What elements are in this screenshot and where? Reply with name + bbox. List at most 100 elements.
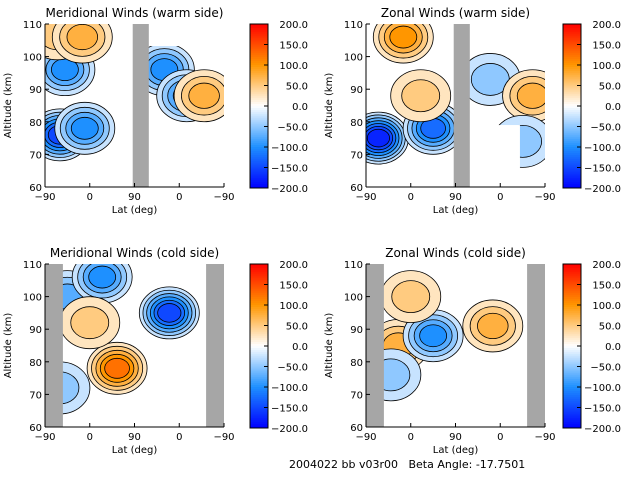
colorbar-segment xyxy=(563,378,581,382)
colorbar-segment xyxy=(563,134,581,138)
x-tick-label: 90 xyxy=(449,192,462,203)
colorbar-segment xyxy=(250,368,268,372)
colorbar-segment xyxy=(250,280,268,283)
colorbar-segment xyxy=(563,364,581,367)
colorbar-segment xyxy=(250,34,268,37)
x-tick-label: 0 xyxy=(497,192,503,203)
colorbar-segment xyxy=(250,401,268,404)
colorbar: 200.0 150.0 100.0 50.0 0.0 −50.0 −100.0 −150.0 −… xyxy=(562,20,621,195)
colorbar-segment xyxy=(563,346,581,349)
colorbar-segment xyxy=(563,333,581,337)
y-tick-label: 60 xyxy=(29,423,42,434)
y-tick-label: 80 xyxy=(350,118,363,129)
colorbar-tick-label: −200.0 xyxy=(271,424,308,435)
colorbar-segment xyxy=(563,77,581,80)
colorbar-segment xyxy=(563,405,581,408)
y-axis-label: Altitude (km) xyxy=(3,313,14,379)
y-tick-label: 70 xyxy=(350,150,363,161)
colorbar-segment xyxy=(250,75,268,78)
colorbar-segment xyxy=(563,34,581,37)
colorbar-segment xyxy=(250,153,268,156)
masked-region xyxy=(206,264,224,427)
colorbar-segment xyxy=(250,130,268,134)
colorbar-segment xyxy=(250,108,268,111)
x-tick-label: 0 xyxy=(87,192,93,203)
colorbar-segment xyxy=(563,46,581,50)
contour-level xyxy=(157,303,182,323)
colorbar-segment xyxy=(250,116,268,119)
y-tick-label: 70 xyxy=(29,150,42,161)
colorbar-segment xyxy=(250,103,268,107)
colorbar-segment xyxy=(250,185,268,189)
colorbar-segment xyxy=(563,83,581,86)
colorbar-segment xyxy=(250,183,268,187)
colorbar-segment xyxy=(250,134,268,138)
chart-panel: Meridional Winds (warm side) 60 70 80 90 100 1… xyxy=(3,6,308,216)
colorbar-segment xyxy=(563,331,581,335)
x-tick-label: −90 xyxy=(34,432,55,443)
no-data-region xyxy=(148,125,199,187)
colorbar-segment xyxy=(250,288,268,292)
colorbar-segment xyxy=(250,360,268,363)
y-tick-label: 60 xyxy=(29,183,42,194)
colorbar-segment xyxy=(250,378,268,382)
colorbar-segment xyxy=(563,181,581,185)
colorbar-segment xyxy=(250,175,268,179)
colorbar-segment xyxy=(250,270,268,273)
masked-region xyxy=(527,264,545,427)
colorbar-tick-label: −50.0 xyxy=(590,123,621,134)
colorbar-segment xyxy=(563,288,581,292)
x-tick-label: 90 xyxy=(449,432,462,443)
colorbar-segment xyxy=(563,294,581,298)
colorbar-segment xyxy=(250,391,268,394)
colorbar-segment xyxy=(250,28,268,31)
colorbar-segment xyxy=(250,331,268,335)
colorbar-segment xyxy=(563,380,581,384)
colorbar-segment xyxy=(250,65,268,68)
colorbar-segment xyxy=(563,286,581,290)
colorbar-segment xyxy=(250,364,268,367)
colorbar-segment xyxy=(250,136,268,140)
colorbar-segment xyxy=(563,85,581,89)
contour-level xyxy=(70,116,99,140)
colorbar-segment xyxy=(563,298,581,302)
colorbar-segment xyxy=(250,321,268,324)
colorbar-tick-label: 150.0 xyxy=(592,41,621,52)
colorbar-segment xyxy=(250,276,268,279)
colorbar-segment xyxy=(250,85,268,89)
colorbar-segment xyxy=(563,307,581,310)
colorbar-segment xyxy=(563,376,581,380)
colorbar-tick-label: −200.0 xyxy=(271,184,308,195)
colorbar-segment xyxy=(563,89,581,93)
contour-field xyxy=(366,270,524,402)
colorbar: 200.0 150.0 100.0 50.0 0.0 −50.0 −100.0 −150.0 −… xyxy=(562,260,621,435)
colorbar-segment xyxy=(250,370,268,374)
colorbar-segment xyxy=(250,407,268,411)
colorbar-segment xyxy=(250,335,268,339)
x-tick-label: 90 xyxy=(128,192,141,203)
colorbar-segment xyxy=(563,391,581,394)
colorbar-segment xyxy=(563,114,581,117)
colorbar-segment xyxy=(563,108,581,111)
colorbar-segment xyxy=(563,97,581,101)
colorbar-segment xyxy=(563,142,581,146)
colorbar-segment xyxy=(563,370,581,374)
colorbar-segment xyxy=(250,128,268,132)
colorbar-segment xyxy=(563,56,581,60)
contour-field xyxy=(366,24,545,187)
y-tick-label: 110 xyxy=(344,260,363,271)
colorbar-segment xyxy=(563,284,581,288)
colorbar-segment xyxy=(563,155,581,158)
colorbar-segment xyxy=(563,118,581,121)
colorbar-segment xyxy=(250,395,268,398)
colorbar-segment xyxy=(250,124,268,127)
colorbar-segment xyxy=(563,48,581,52)
y-tick-label: 60 xyxy=(350,423,363,434)
colorbar-tick-label: −200.0 xyxy=(584,424,621,435)
colorbar-tick-label: −200.0 xyxy=(584,184,621,195)
colorbar-segment xyxy=(250,159,268,162)
colorbar-segment xyxy=(250,264,268,267)
colorbar-segment xyxy=(563,290,581,294)
colorbar-segment xyxy=(250,268,268,271)
